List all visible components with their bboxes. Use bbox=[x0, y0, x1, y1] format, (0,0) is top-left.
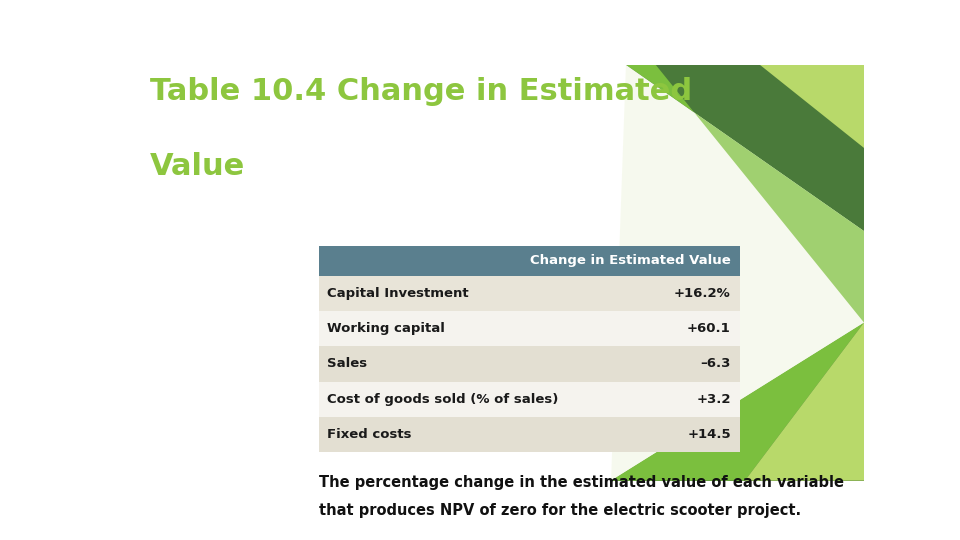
Text: Table 10.4 Change in Estimated: Table 10.4 Change in Estimated bbox=[150, 77, 692, 106]
Text: +14.5: +14.5 bbox=[687, 428, 731, 441]
Text: The percentage change in the estimated value of each variable: The percentage change in the estimated v… bbox=[320, 475, 845, 490]
FancyBboxPatch shape bbox=[320, 246, 740, 275]
Text: Working capital: Working capital bbox=[326, 322, 444, 335]
Text: Fixed costs: Fixed costs bbox=[326, 428, 411, 441]
Text: +16.2%: +16.2% bbox=[674, 287, 731, 300]
Text: Change in Estimated Value: Change in Estimated Value bbox=[530, 254, 731, 267]
Text: –6.3: –6.3 bbox=[701, 357, 731, 370]
Polygon shape bbox=[611, 322, 864, 481]
Polygon shape bbox=[745, 322, 864, 481]
FancyBboxPatch shape bbox=[320, 346, 740, 382]
FancyBboxPatch shape bbox=[320, 311, 740, 346]
Text: that produces NPV of zero for the electric scooter project.: that produces NPV of zero for the electr… bbox=[320, 503, 802, 518]
Text: +60.1: +60.1 bbox=[687, 322, 731, 335]
Polygon shape bbox=[626, 65, 864, 231]
Text: Sales: Sales bbox=[326, 357, 367, 370]
Polygon shape bbox=[611, 65, 864, 481]
Text: Cost of goods sold (% of sales): Cost of goods sold (% of sales) bbox=[326, 393, 558, 406]
FancyBboxPatch shape bbox=[320, 382, 740, 417]
Polygon shape bbox=[611, 322, 864, 481]
Text: Value: Value bbox=[150, 152, 245, 181]
Polygon shape bbox=[626, 65, 864, 322]
Text: Capital Investment: Capital Investment bbox=[326, 287, 468, 300]
FancyBboxPatch shape bbox=[320, 275, 740, 311]
FancyBboxPatch shape bbox=[320, 417, 740, 453]
Text: +3.2: +3.2 bbox=[696, 393, 731, 406]
Polygon shape bbox=[760, 65, 864, 148]
